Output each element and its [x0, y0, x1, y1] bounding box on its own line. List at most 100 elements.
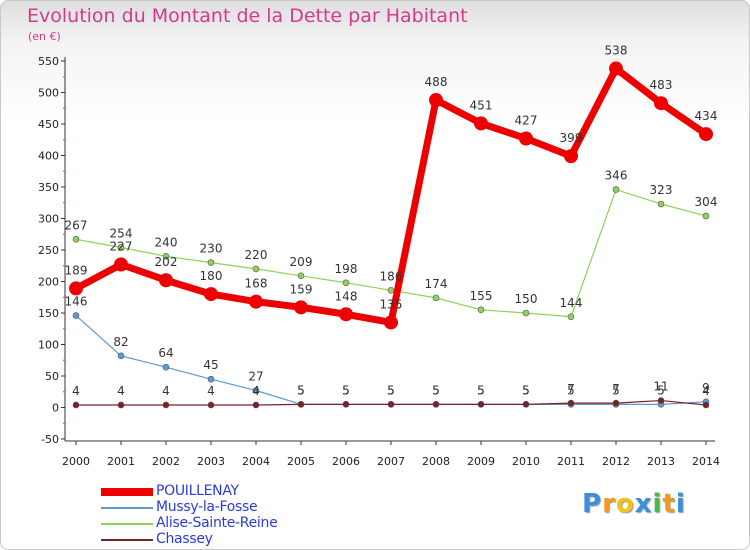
- data-point: [432, 294, 440, 302]
- legend-item: Alise-Sainte-Reine: [101, 515, 361, 532]
- data-label: 5: [522, 383, 530, 397]
- x-tick-label: 2002: [152, 455, 180, 468]
- x-tick-label: 2000: [62, 455, 90, 468]
- data-point: [339, 307, 353, 322]
- data-point: [432, 401, 440, 408]
- data-label: 7: [567, 382, 575, 396]
- data-point: [72, 235, 80, 243]
- y-tick-label: 150: [38, 307, 59, 320]
- data-point: [159, 273, 173, 288]
- data-point: [522, 309, 530, 317]
- data-label: 144: [560, 296, 583, 310]
- data-label: 148: [335, 289, 358, 303]
- data-label: 5: [342, 383, 350, 397]
- data-point: [702, 212, 710, 220]
- data-point: [699, 127, 713, 142]
- proxiti-logo: Proxiti: [582, 489, 686, 519]
- y-tick-label: 250: [38, 244, 59, 257]
- data-label: 5: [297, 383, 305, 397]
- data-point: [294, 300, 308, 315]
- data-point: [567, 399, 575, 407]
- data-point: [162, 363, 170, 371]
- data-label: 5: [522, 383, 530, 397]
- data-point: [657, 200, 665, 208]
- y-tick-label: 50: [45, 370, 59, 383]
- data-point: [387, 287, 395, 294]
- logo-letter: i: [675, 489, 686, 519]
- data-label: 5: [297, 383, 305, 397]
- data-label: 230: [200, 242, 223, 256]
- data-point: [252, 265, 260, 273]
- data-point: [117, 244, 125, 251]
- legend-label: Chassey: [156, 531, 213, 547]
- data-point: [654, 96, 668, 111]
- y-tick-label: 550: [38, 55, 59, 68]
- data-label: 9: [702, 381, 710, 395]
- data-point: [342, 401, 350, 408]
- data-label: 135: [380, 297, 403, 311]
- x-tick-label: 2007: [377, 455, 405, 468]
- logo-letter: o: [615, 489, 635, 519]
- data-point: [429, 93, 443, 108]
- data-point: [612, 399, 620, 407]
- chart-title: Evolution du Montant de la Dette par Hab…: [27, 5, 468, 27]
- logo-letter: P: [582, 489, 603, 519]
- data-label: 4: [162, 384, 170, 398]
- legend-item: Mussy-la-Fosse: [101, 499, 361, 516]
- legend-swatch: [101, 488, 153, 496]
- data-label: 168: [245, 277, 268, 291]
- data-label: 5: [432, 383, 440, 397]
- data-point: [252, 387, 260, 394]
- data-label: 209: [290, 255, 313, 269]
- y-tick-label: 0: [52, 402, 59, 415]
- data-label: 254: [110, 226, 133, 240]
- data-point: [702, 401, 710, 409]
- y-tick-label: 400: [38, 150, 59, 163]
- data-label: 434: [695, 109, 718, 123]
- legend-label: POUILLENAY: [156, 483, 239, 499]
- data-point: [522, 401, 530, 408]
- data-point: [564, 149, 578, 164]
- data-label: 5: [477, 383, 485, 397]
- x-tick-label: 2013: [647, 455, 675, 468]
- x-tick-label: 2006: [332, 455, 360, 468]
- data-label: 11: [653, 380, 668, 394]
- chart-axes: -50 0 50 100 150 200 250 300 350 400 450 500 550 2000…: [38, 55, 720, 468]
- data-label: 5: [387, 383, 395, 397]
- data-label: 399: [560, 131, 583, 145]
- data-point: [657, 397, 665, 404]
- data-point: [72, 401, 80, 409]
- data-point: [204, 287, 218, 302]
- x-tick-label: 2011: [557, 455, 585, 468]
- data-point: [567, 313, 575, 321]
- data-point: [387, 401, 395, 408]
- data-label: 7: [612, 382, 620, 396]
- legend-item: POUILLENAY: [101, 483, 361, 500]
- data-label: 64: [158, 346, 173, 360]
- data-label: 174: [425, 277, 448, 291]
- data-label: 198: [335, 262, 358, 276]
- logo-letter: x: [634, 489, 653, 519]
- y-tick-label: 100: [38, 339, 59, 352]
- data-label: 451: [470, 98, 493, 112]
- data-point: [72, 312, 80, 319]
- data-point: [162, 253, 170, 260]
- data-point: [297, 401, 305, 408]
- data-point: [342, 279, 350, 287]
- data-label: 5: [387, 383, 395, 397]
- data-point: [384, 315, 398, 330]
- data-point: [114, 257, 128, 272]
- data-label: 5: [432, 383, 440, 397]
- data-point: [609, 61, 623, 76]
- data-label: 189: [65, 263, 88, 277]
- legend-swatch: [101, 523, 153, 525]
- data-point: [252, 401, 260, 409]
- x-tick-label: 2003: [197, 455, 225, 468]
- data-point: [207, 375, 215, 383]
- data-label: 220: [245, 248, 268, 262]
- chart-unit: (en €): [28, 30, 61, 43]
- data-label: 488: [425, 75, 448, 89]
- data-label: 5: [342, 383, 350, 397]
